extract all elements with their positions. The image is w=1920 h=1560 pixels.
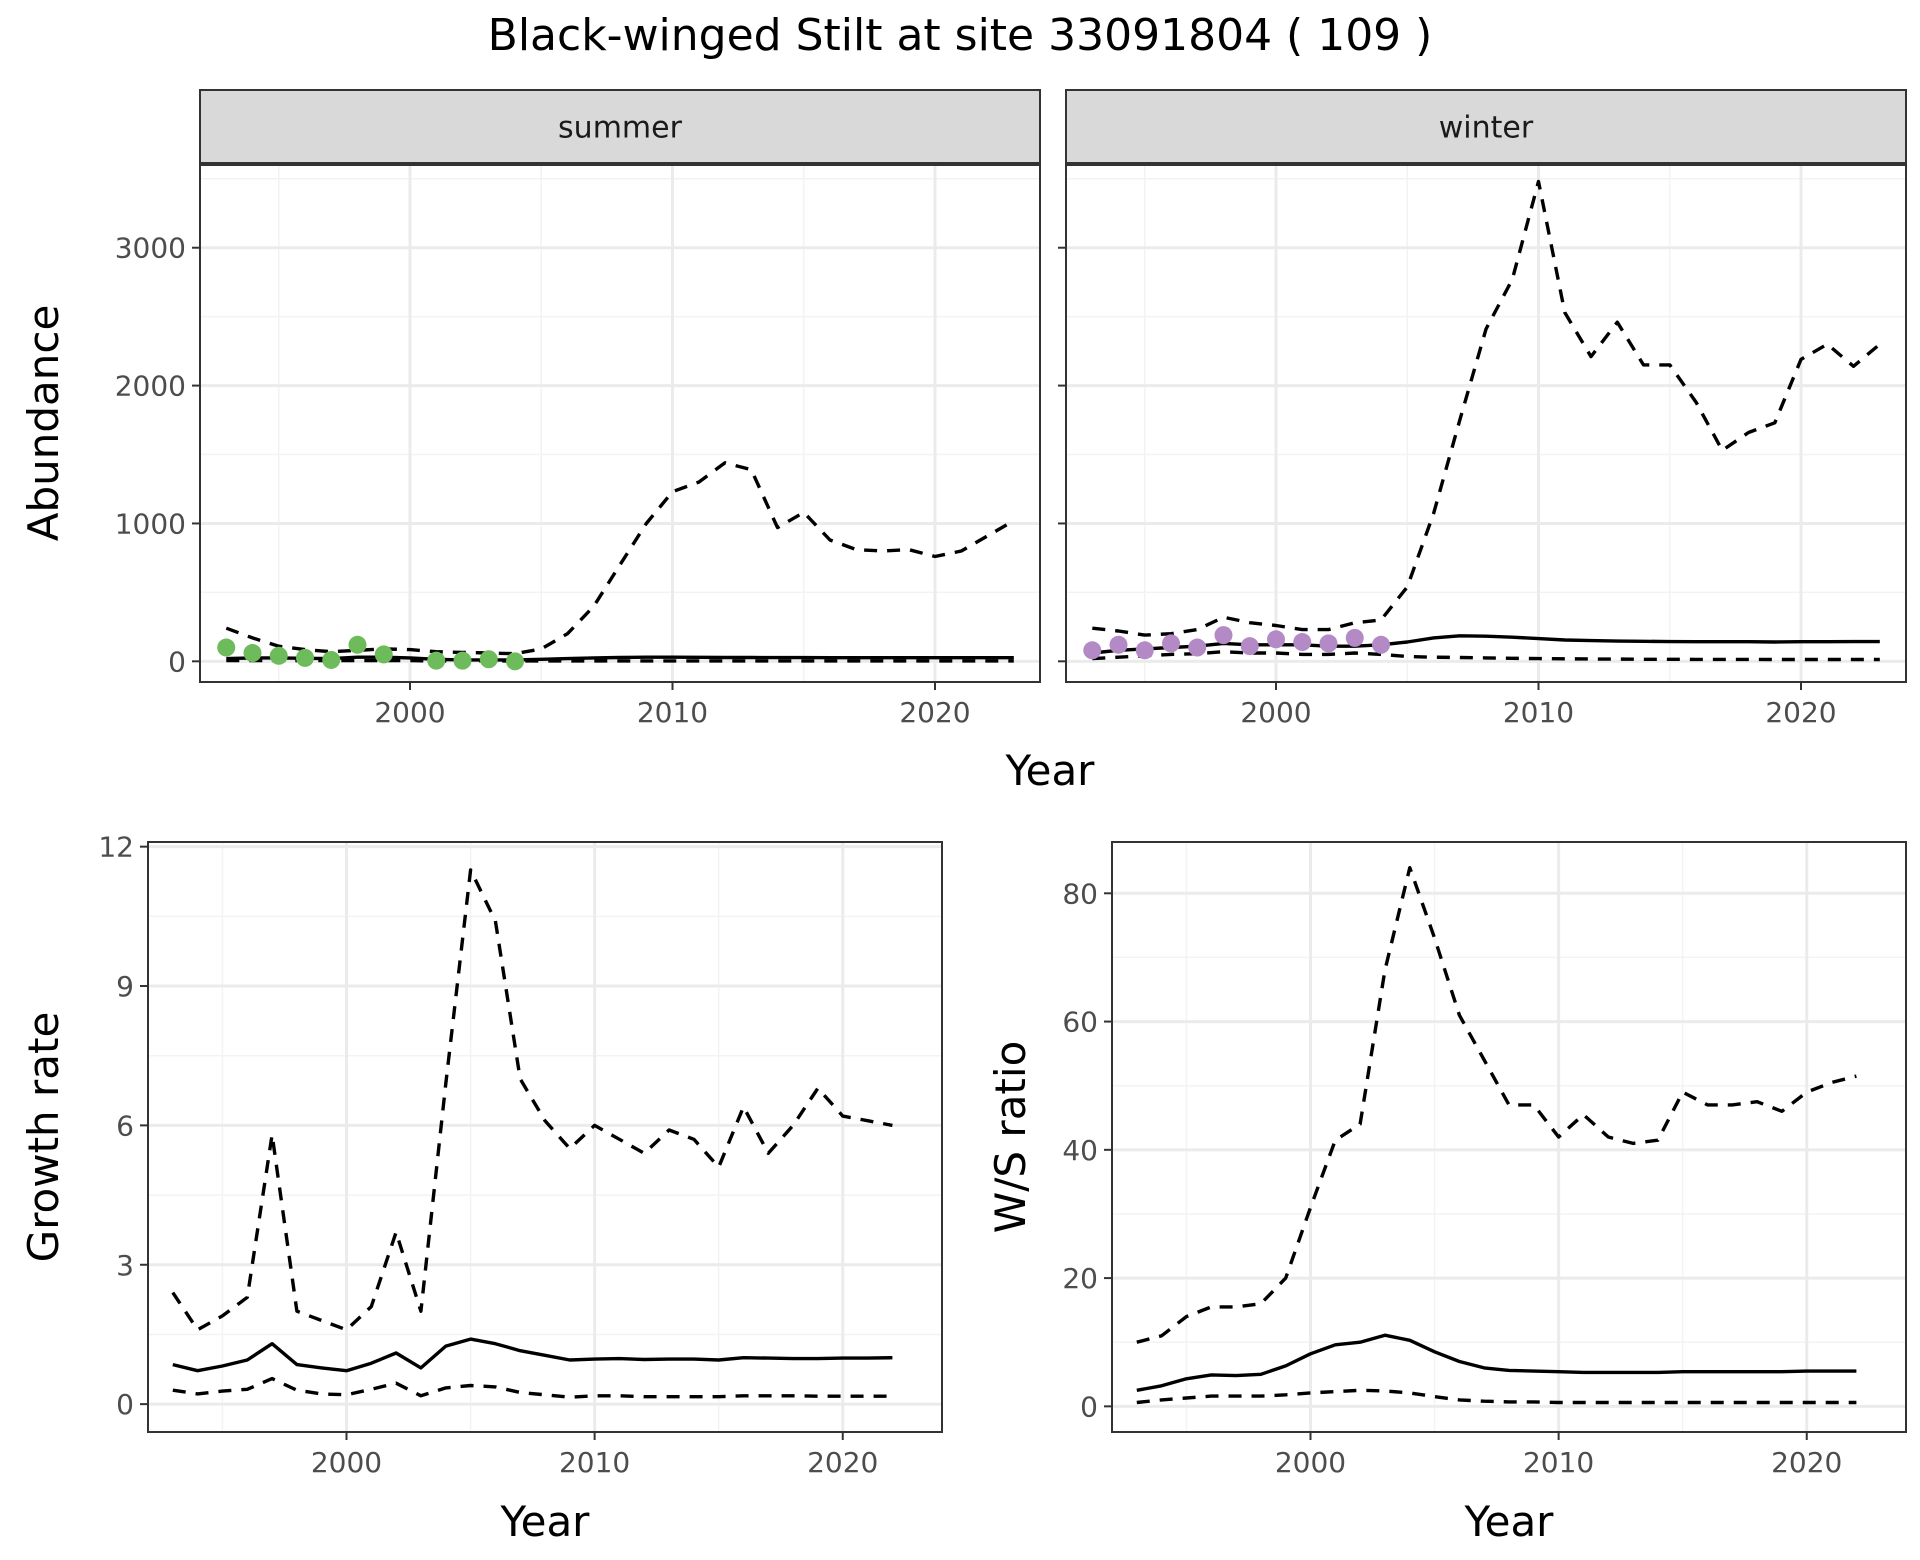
data-point — [269, 646, 288, 665]
x-tick-label: 2020 — [1771, 1446, 1842, 1479]
y-tick-label: 0 — [168, 645, 186, 678]
panel-border — [1111, 841, 1907, 1433]
y-axis-title: Growth rate — [19, 1012, 68, 1263]
panel-border — [199, 164, 1041, 683]
y-tick-label: 0 — [116, 1388, 134, 1421]
data-point — [479, 650, 498, 669]
y-tick-label: 20 — [1062, 1262, 1098, 1295]
x-tick-label: 2010 — [559, 1446, 630, 1479]
panel-growth-rate: 2000 2010 2020 0 3 6 9 12 Growth rate Year — [19, 831, 943, 1546]
x-tick-label: 2000 — [1275, 1446, 1346, 1479]
series-line-upper — [1136, 866, 1857, 1344]
x-tick-label: 2010 — [1503, 696, 1574, 729]
x-tick-label: 2000 — [374, 696, 445, 729]
x-tick-label: 2020 — [1765, 696, 1836, 729]
data-point — [1162, 634, 1180, 653]
series-line-estimate — [226, 655, 1014, 662]
data-point — [506, 652, 524, 671]
y-tick-label: 9 — [116, 970, 134, 1003]
y-tick-label: 6 — [116, 1109, 134, 1142]
data-point — [1345, 628, 1364, 647]
x-tick-label: 2000 — [1240, 696, 1311, 729]
data-point — [217, 638, 236, 657]
facet-label: summer — [558, 111, 683, 146]
panel-summer-abundance: summer 2000 2010 2020 0 1000 2000 3000 Abundance — [19, 89, 1041, 729]
facet-strip — [199, 89, 1041, 164]
x-tick-label: 2020 — [899, 696, 970, 729]
y-tick-label: 1000 — [115, 507, 186, 540]
facet-strip — [1065, 89, 1907, 164]
panel-border — [147, 841, 943, 1433]
plot-background — [200, 165, 1040, 682]
panel-border — [1065, 164, 1907, 683]
plot-background — [148, 842, 942, 1432]
plot-background — [1112, 842, 1906, 1432]
x-axis-title-top: Year — [1005, 746, 1096, 795]
data-point — [1293, 633, 1312, 652]
y-tick-label: 40 — [1062, 1134, 1098, 1167]
chart-title: Black-winged Stilt at site 33091804 ( 10… — [488, 10, 1433, 61]
data-point — [1240, 637, 1259, 656]
series-line-upper — [1092, 179, 1881, 637]
y-tick-label: 60 — [1062, 1006, 1098, 1039]
data-point — [1109, 635, 1128, 654]
y-axis-title: Abundance — [19, 305, 68, 542]
data-point — [1214, 626, 1233, 645]
data-point — [1135, 641, 1154, 660]
y-tick-label: 80 — [1062, 877, 1098, 910]
facet-label: winter — [1439, 111, 1534, 146]
series-line-lower — [1092, 650, 1880, 662]
x-tick-label: 2000 — [311, 1446, 382, 1479]
series-line-lower — [1136, 1388, 1857, 1405]
data-point — [1188, 638, 1207, 657]
x-axis-title: Year — [500, 1497, 591, 1546]
y-tick-label: 2000 — [115, 370, 186, 403]
data-point — [322, 650, 341, 669]
y-tick-label: 12 — [98, 831, 134, 864]
data-point — [374, 645, 393, 664]
data-point — [1372, 635, 1390, 654]
x-tick-label: 2010 — [1523, 1446, 1594, 1479]
y-axis-title: W/S ratio — [986, 1041, 1035, 1234]
series-line-estimate — [172, 1337, 893, 1373]
series-line-estimate — [1136, 1333, 1857, 1392]
data-point — [1267, 630, 1285, 649]
panel-winter-abundance: winter 2000 2010 2020 — [1058, 89, 1907, 729]
y-tick-label: 3000 — [115, 232, 186, 265]
series-line-lower — [172, 1376, 893, 1399]
x-axis-title: Year — [1464, 1497, 1555, 1546]
x-tick-label: 2020 — [807, 1446, 878, 1479]
plot-background — [1066, 165, 1906, 682]
y-tick-label: 0 — [1080, 1390, 1098, 1423]
data-point — [1319, 634, 1338, 653]
data-point — [453, 651, 472, 670]
data-point — [427, 651, 446, 670]
series-line-upper — [171, 868, 893, 1332]
x-tick-label: 2010 — [637, 696, 708, 729]
data-point — [1083, 641, 1102, 660]
panel-ws-ratio: 2000 2010 2020 0 20 40 60 80 W/S ratio Year — [986, 841, 1907, 1546]
data-point — [348, 635, 367, 654]
y-tick-label: 3 — [116, 1249, 134, 1282]
data-point — [296, 648, 314, 667]
data-point — [243, 644, 262, 663]
